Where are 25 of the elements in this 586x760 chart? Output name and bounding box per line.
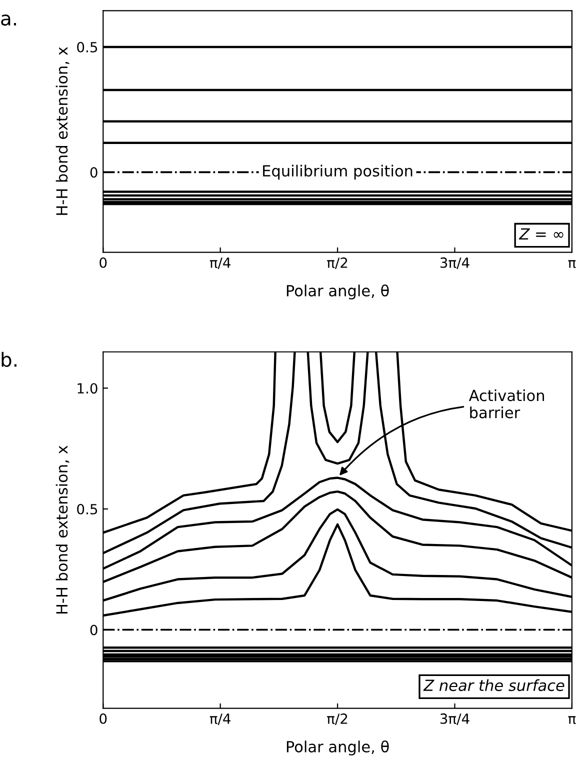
- x-tick-label: π/2: [327, 713, 348, 726]
- y-axis-title: H-H bond extension, x: [56, 446, 70, 614]
- annotation: Activation barrier: [468, 389, 544, 418]
- y-tick-label: 0: [90, 624, 98, 636]
- y-tick-label: 0.5: [77, 42, 98, 52]
- annotation: Z near the surface: [423, 679, 564, 692]
- annotation: Z = ∞: [518, 228, 564, 240]
- x-tick-label: 0: [100, 257, 107, 268]
- x-tick-label: π/4: [210, 714, 230, 726]
- y-axis-title: H-H bond extension, x: [56, 47, 70, 215]
- x-tick-label: π/4: [210, 258, 230, 270]
- y-tick-label: 0: [90, 167, 98, 178]
- x-tick-label: π: [568, 260, 576, 268]
- chart-title: b.: [2, 352, 16, 367]
- ref-line-label: Equilibrium position: [263, 164, 412, 180]
- y-tick-label: 1.0: [78, 383, 98, 394]
- x-tick-label: π/2: [327, 257, 348, 270]
- y-tick-label: 0.5: [77, 504, 98, 514]
- x-axis-title: Polar angle, θ: [286, 284, 389, 300]
- x-tick-label: π: [568, 716, 576, 724]
- x-tick-label: 3π/4: [440, 257, 470, 270]
- x-tick-label: 3π/4: [440, 713, 470, 726]
- x-tick-label: 0: [100, 713, 107, 724]
- chart-title: a.: [1, 14, 16, 26]
- x-axis-title: Polar angle, θ: [286, 740, 389, 756]
